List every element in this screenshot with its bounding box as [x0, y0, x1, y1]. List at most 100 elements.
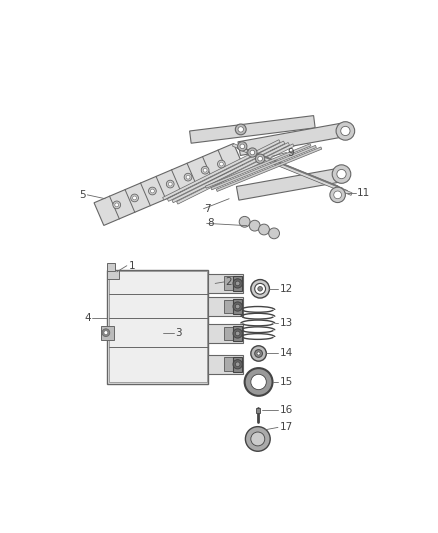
- Circle shape: [248, 148, 257, 157]
- Bar: [107, 270, 119, 279]
- Circle shape: [219, 162, 223, 166]
- Circle shape: [245, 368, 272, 396]
- Circle shape: [218, 160, 225, 168]
- Circle shape: [115, 203, 119, 207]
- Bar: [208, 355, 243, 374]
- Polygon shape: [237, 146, 343, 191]
- Circle shape: [151, 189, 154, 193]
- Text: 12: 12: [279, 284, 293, 294]
- Circle shape: [337, 169, 346, 179]
- Circle shape: [186, 175, 190, 179]
- Circle shape: [245, 426, 270, 451]
- Polygon shape: [238, 123, 343, 156]
- Polygon shape: [177, 144, 294, 204]
- Bar: [208, 297, 243, 316]
- Text: 9: 9: [287, 148, 294, 158]
- Bar: [208, 324, 243, 343]
- Bar: [107, 270, 208, 384]
- Polygon shape: [247, 150, 352, 196]
- Circle shape: [255, 284, 265, 294]
- Bar: [224, 277, 238, 290]
- Circle shape: [184, 173, 192, 181]
- Circle shape: [133, 196, 137, 200]
- Bar: [101, 326, 113, 340]
- Circle shape: [239, 216, 250, 227]
- Circle shape: [255, 154, 265, 163]
- Circle shape: [336, 122, 355, 140]
- Circle shape: [203, 168, 207, 172]
- Polygon shape: [162, 140, 280, 200]
- Circle shape: [238, 142, 247, 151]
- Circle shape: [102, 329, 110, 336]
- Text: 16: 16: [279, 406, 293, 415]
- Circle shape: [131, 194, 138, 202]
- Text: 8: 8: [208, 219, 214, 228]
- Text: 17: 17: [279, 422, 293, 432]
- Circle shape: [250, 150, 255, 155]
- Polygon shape: [94, 143, 243, 225]
- Bar: [233, 326, 242, 341]
- Circle shape: [240, 144, 245, 149]
- Circle shape: [235, 304, 240, 309]
- Polygon shape: [216, 147, 322, 191]
- Circle shape: [235, 331, 240, 336]
- Text: 4: 4: [84, 313, 91, 323]
- Circle shape: [251, 374, 266, 390]
- Text: 3: 3: [175, 328, 181, 338]
- Circle shape: [235, 124, 246, 135]
- Bar: [256, 408, 260, 413]
- Bar: [224, 357, 238, 371]
- Circle shape: [258, 287, 262, 291]
- Circle shape: [249, 220, 260, 231]
- Circle shape: [233, 360, 242, 369]
- Circle shape: [233, 302, 242, 311]
- Bar: [233, 357, 242, 372]
- Text: 2: 2: [225, 277, 232, 287]
- Text: 7: 7: [204, 204, 211, 214]
- Circle shape: [235, 362, 240, 367]
- Circle shape: [251, 432, 265, 446]
- Circle shape: [341, 126, 350, 135]
- Circle shape: [258, 224, 269, 235]
- Circle shape: [166, 180, 174, 188]
- Circle shape: [258, 156, 262, 161]
- Circle shape: [235, 281, 240, 286]
- Bar: [109, 271, 207, 382]
- Circle shape: [332, 165, 351, 183]
- Circle shape: [268, 228, 279, 239]
- Text: 1: 1: [128, 261, 135, 271]
- Circle shape: [334, 191, 342, 199]
- Circle shape: [168, 182, 172, 186]
- Circle shape: [251, 346, 266, 361]
- Polygon shape: [167, 141, 285, 201]
- Circle shape: [148, 187, 156, 195]
- Polygon shape: [190, 116, 315, 143]
- Text: 15: 15: [279, 377, 293, 387]
- Circle shape: [251, 280, 269, 298]
- Bar: [233, 276, 242, 291]
- Circle shape: [255, 350, 262, 357]
- Text: 13: 13: [279, 318, 293, 328]
- Polygon shape: [211, 146, 316, 190]
- Circle shape: [104, 331, 108, 335]
- Bar: [107, 263, 115, 271]
- Polygon shape: [172, 142, 290, 203]
- Text: 14: 14: [279, 349, 293, 359]
- Circle shape: [201, 166, 209, 174]
- Circle shape: [257, 352, 260, 355]
- Circle shape: [113, 201, 120, 209]
- Bar: [224, 300, 238, 313]
- Circle shape: [233, 279, 242, 288]
- Text: 5: 5: [80, 190, 86, 200]
- Circle shape: [330, 187, 346, 203]
- Polygon shape: [205, 144, 311, 188]
- Polygon shape: [237, 167, 346, 200]
- Polygon shape: [233, 143, 338, 189]
- Bar: [233, 299, 242, 314]
- Bar: [224, 327, 238, 341]
- Circle shape: [238, 127, 244, 132]
- Text: 11: 11: [357, 188, 370, 198]
- Polygon shape: [242, 148, 347, 193]
- Circle shape: [233, 329, 242, 338]
- Bar: [208, 274, 243, 293]
